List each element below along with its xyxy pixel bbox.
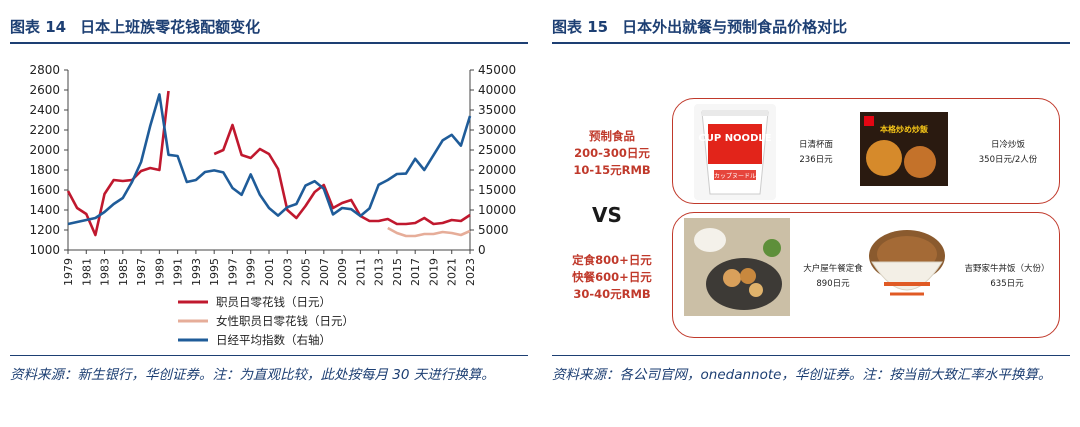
series-line-0 [213, 123, 471, 226]
y-tick-label: 2800 [29, 63, 60, 77]
left-title-bar: 图表 14 日本上班族零花钱配额变化 [10, 10, 528, 42]
series-line-0 [66, 90, 170, 237]
right-figure-label: 图表 15 [552, 17, 609, 36]
category-prepared-food: 预制食品 200-300日元 10-15元RMB [552, 128, 672, 179]
product-set-meal-price: 890日元 [816, 279, 850, 289]
category-dining-fast: 快餐600+日元 [572, 270, 652, 284]
line-chart: 1000 1200 1400 1600 1800 2000 2200 2400 2600 2800… [29, 63, 516, 347]
x-tick-label: 1983 [99, 258, 112, 286]
y-tick-label: 2200 [29, 123, 60, 137]
x-tick-label: 1997 [226, 258, 239, 286]
category-dining-out: 定食800+日元 快餐600+日元 30-40元RMB [552, 252, 672, 303]
y2-tick-label: 10000 [478, 203, 516, 217]
y-tick-label: 1800 [29, 163, 60, 177]
x-tick-label: 1999 [245, 258, 258, 286]
product-set-meal-name: 大户屋午餐定食 [803, 264, 863, 274]
x-tick-label: 2019 [427, 258, 440, 286]
y-tick-label: 1400 [29, 203, 60, 217]
left-panel: 图表 14 日本上班族零花钱配额变化 1000 1200 1400 1600 1800 2… [10, 0, 538, 427]
y2-tick-label: 45000 [478, 63, 516, 77]
y2-tick-label: 0 [478, 243, 486, 257]
product-beef-bowl-label: 吉野家牛丼饭（大份） 635日元 [954, 262, 1060, 292]
x-tick-label: 2017 [409, 258, 422, 286]
right-source-note: 资料来源：各公司官网，onedannote，华创证券。注：按当前大致汇率水平换算… [552, 367, 1052, 383]
x-tick-label: 2009 [336, 258, 349, 286]
cup-noodle-image: CUP NOODLE カップヌードル [694, 104, 776, 200]
x-tick-label: 2023 [464, 258, 477, 286]
x-tick-label: 2015 [391, 258, 404, 286]
right-title-rule [552, 42, 1070, 44]
left-figure-title: 日本上班族零花钱配额变化 [80, 17, 261, 36]
category-dining-rmb: 30-40元RMB [573, 287, 651, 301]
x-tick-label: 2007 [318, 258, 331, 286]
y-tick-label: 2600 [29, 83, 60, 97]
x-tick-label: 1995 [208, 258, 221, 286]
legend-label-0: 职员日零花钱（日元） [216, 295, 331, 309]
prepared-food-box [672, 98, 1060, 204]
fried-rice-logo: 本格炒め炒飯 [879, 124, 928, 134]
left-source-rule [10, 355, 528, 356]
right-figure-title: 日本外出就餐与预制食品价格对比 [622, 17, 848, 36]
x-tick-label: 1993 [190, 258, 203, 286]
x-tick-label: 2013 [373, 258, 386, 286]
left-title-rule [10, 42, 528, 44]
cup-noodle-logo: CUP NOODLE [698, 133, 771, 144]
product-fried-rice-name: 日冷炒饭 [990, 140, 1025, 150]
category-prepared-title: 预制食品 [589, 129, 635, 143]
x-tick-label: 2021 [446, 258, 459, 286]
legend-label-2: 日经平均指数（右轴） [216, 333, 331, 347]
cup-noodle-sub: カップヌードル [714, 173, 756, 180]
right-panel: 图表 15 日本外出就餐与预制食品价格对比 预制食品 200-300日元 10-… [552, 0, 1080, 427]
y-tick-label: 1600 [29, 183, 60, 197]
product-cup-noodle-label: 日清杯面 236日元 [784, 138, 848, 168]
series-line-1 [387, 226, 471, 238]
set-meal-image [684, 218, 790, 316]
category-dining-set: 定食800+日元 [572, 253, 652, 267]
y-tick-label: 1000 [29, 243, 60, 257]
dining-out-box [672, 212, 1060, 338]
category-prepared-yen: 200-300日元 [574, 146, 650, 160]
product-beef-bowl-price: 635日元 [990, 279, 1024, 289]
x-tick-label: 2003 [281, 258, 294, 286]
product-beef-bowl-name: 吉野家牛丼饭（大份） [964, 264, 1050, 274]
y2-tick-label: 25000 [478, 143, 516, 157]
left-source-note: 资料来源：新生银行，华创证券。注：为直观比较，此处按每月 30 天进行换算。 [10, 367, 495, 383]
x-tick-label: 1991 [172, 258, 185, 286]
y-tick-label: 2400 [29, 103, 60, 117]
y-tick-label: 2000 [29, 143, 60, 157]
x-tick-label: 1987 [135, 258, 148, 286]
y2-tick-label: 40000 [478, 83, 516, 97]
y2-tick-label: 5000 [478, 223, 509, 237]
right-source-rule [552, 355, 1070, 356]
x-tick-label: 2011 [354, 258, 367, 286]
fried-rice-image: 本格炒め炒飯 [860, 112, 948, 186]
x-tick-label: 2005 [300, 258, 313, 286]
x-tick-label: 1985 [117, 258, 130, 286]
right-title-bar: 图表 15 日本外出就餐与预制食品价格对比 [552, 10, 1070, 42]
x-tick-label: 1981 [80, 258, 93, 286]
product-fried-rice-label: 日冷炒饭 350日元/2人份 [956, 138, 1060, 168]
product-cup-noodle-price: 236日元 [799, 155, 833, 165]
y2-tick-label: 30000 [478, 123, 516, 137]
y-tick-label: 1200 [29, 223, 60, 237]
beef-bowl-image [864, 222, 950, 314]
x-tick-label: 1979 [62, 258, 75, 286]
y2-tick-label: 35000 [478, 103, 516, 117]
category-prepared-rmb: 10-15元RMB [573, 163, 651, 177]
x-tick-label: 1989 [153, 258, 166, 286]
y2-tick-label: 20000 [478, 163, 516, 177]
y2-tick-label: 15000 [478, 183, 516, 197]
x-tick-label: 2001 [263, 258, 276, 286]
series-line-2 [67, 93, 472, 226]
product-set-meal-label: 大户屋午餐定食 890日元 [792, 262, 874, 292]
product-cup-noodle-name: 日清杯面 [798, 140, 833, 150]
left-figure-label: 图表 14 [10, 17, 67, 36]
vs-label: VS [592, 203, 622, 227]
product-fried-rice-price: 350日元/2人份 [978, 155, 1038, 165]
legend-label-1: 女性职员日零花钱（日元） [216, 314, 354, 328]
